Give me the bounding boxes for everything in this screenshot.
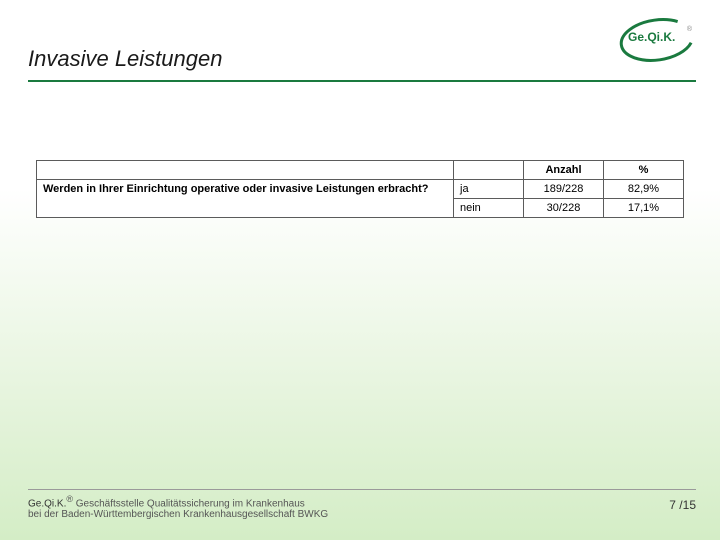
page-current: 7	[669, 498, 676, 512]
slide: Ge.Qi.K. ® Invasive Leistungen Anzahl % …	[0, 0, 720, 540]
pct-cell: 17,1%	[604, 199, 684, 218]
option-cell: ja	[454, 180, 524, 199]
header-anzahl: Anzahl	[524, 161, 604, 180]
table-row: Werden in Ihrer Einrichtung operative od…	[37, 180, 684, 199]
footer-line1-rest: Geschäftsstelle Qualitätssicherung im Kr…	[73, 498, 305, 509]
count-cell: 30/228	[524, 199, 604, 218]
footer-line-2: bei der Baden-Württembergischen Krankenh…	[28, 509, 696, 520]
table-header-row: Anzahl %	[37, 161, 684, 180]
header-percent: %	[604, 161, 684, 180]
header-blank-2	[454, 161, 524, 180]
logo-text-ge: Ge.	[628, 30, 647, 44]
page-number: 7 /15	[669, 498, 696, 512]
page-total: 15	[683, 498, 696, 512]
footer-brand: Ge.Qi.K.	[28, 498, 66, 509]
footer-line-1: Ge.Qi.K.® Geschäftsstelle Qualitätssiche…	[28, 494, 696, 509]
title-divider	[28, 80, 696, 82]
footer-registered: ®	[66, 494, 73, 504]
page-title: Invasive Leistungen	[28, 46, 696, 78]
header-blank-1	[37, 161, 454, 180]
question-cell: Werden in Ihrer Einrichtung operative od…	[37, 180, 454, 218]
header: Invasive Leistungen	[28, 46, 696, 82]
page-sep: /	[676, 498, 683, 512]
logo-registered: ®	[687, 26, 692, 33]
option-cell: nein	[454, 199, 524, 218]
footer: Ge.Qi.K.® Geschäftsstelle Qualitätssiche…	[28, 489, 696, 520]
logo-text-qik: Qi.K.	[647, 30, 675, 44]
pct-cell: 82,9%	[604, 180, 684, 199]
count-cell: 189/228	[524, 180, 604, 199]
survey-table: Anzahl % Werden in Ihrer Einrichtung ope…	[36, 160, 684, 218]
survey-table-container: Anzahl % Werden in Ihrer Einrichtung ope…	[36, 160, 684, 218]
footer-divider	[28, 489, 696, 490]
logo-text: Ge.Qi.K.	[628, 30, 675, 44]
